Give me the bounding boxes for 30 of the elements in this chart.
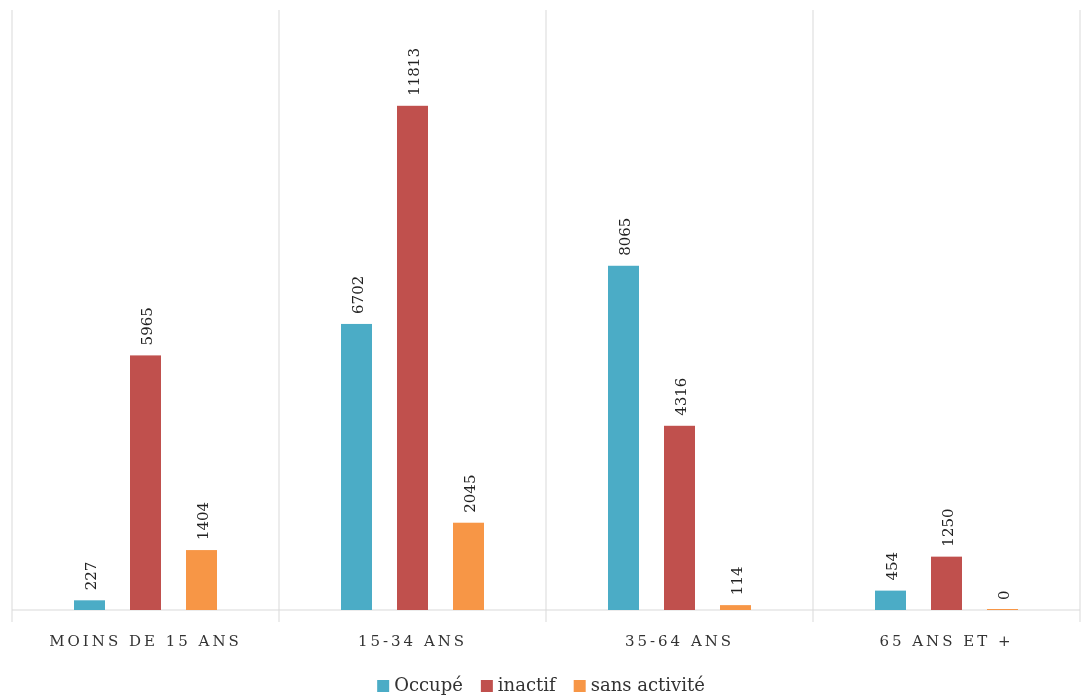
x-tick-label: 35-64 ANS <box>624 632 735 650</box>
bar <box>664 425 695 610</box>
bar <box>931 556 962 610</box>
x-tick-label: 65 ANS ET + <box>879 632 1014 650</box>
data-label: 8065 <box>615 217 634 256</box>
x-tick-label: MOINS DE 15 ANS <box>49 632 242 650</box>
bar <box>608 265 639 610</box>
data-label: 4316 <box>671 377 690 416</box>
legend-label: sans activité <box>590 674 705 695</box>
data-label: 5965 <box>137 307 156 346</box>
data-label: 1404 <box>193 501 212 541</box>
data-label: 1250 <box>938 508 957 547</box>
bar <box>74 600 105 610</box>
data-label: 454 <box>882 551 901 581</box>
bar <box>186 550 217 610</box>
bar <box>341 323 372 610</box>
bar <box>397 105 428 610</box>
bar <box>875 590 906 610</box>
data-label: 11813 <box>404 48 423 96</box>
bar <box>720 605 751 610</box>
x-tick-label: 15-34 ANS <box>357 632 468 650</box>
data-label: 227 <box>81 561 100 591</box>
bar <box>453 522 484 610</box>
bar <box>130 355 161 610</box>
data-label: 2045 <box>460 474 479 513</box>
legend-label: Occupé <box>394 674 463 695</box>
data-label: 114 <box>727 566 746 596</box>
data-label: 6702 <box>348 275 367 314</box>
data-label: 0 <box>994 590 1013 600</box>
legend-label: inactif <box>497 674 558 695</box>
